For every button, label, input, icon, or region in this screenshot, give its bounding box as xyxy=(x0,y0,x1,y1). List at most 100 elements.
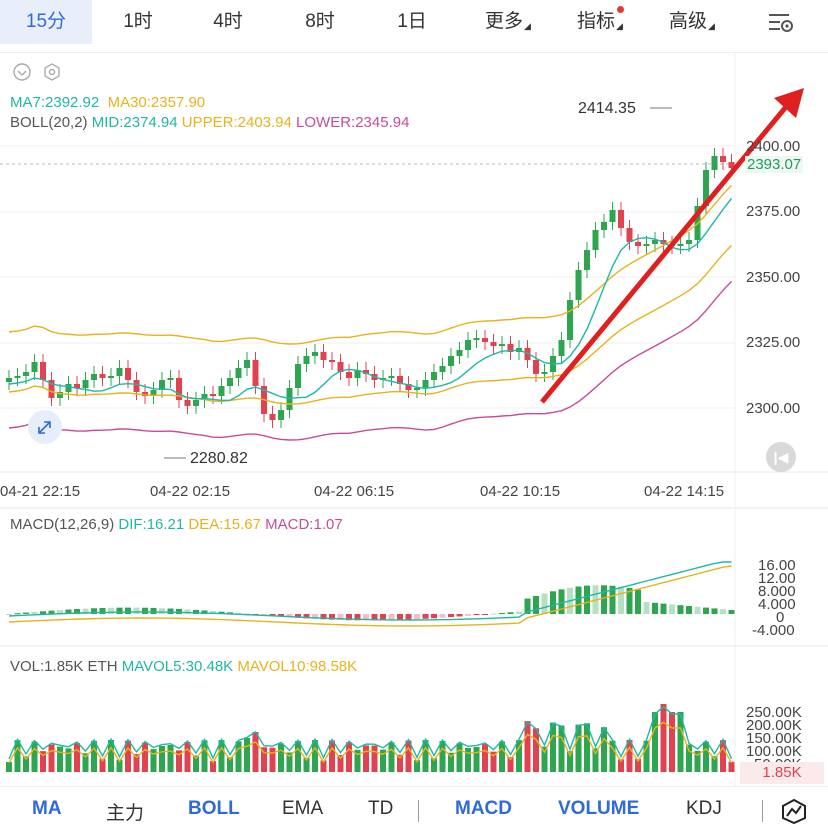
candle-body xyxy=(584,250,590,270)
volume-bar xyxy=(703,741,709,772)
volume-bar xyxy=(541,746,548,772)
macd-bar xyxy=(269,614,276,616)
annotation-arrow-head xyxy=(774,88,804,118)
tab-divider xyxy=(762,800,763,822)
volume-bar xyxy=(550,722,556,772)
volume-bar xyxy=(133,754,140,772)
tab-advanced[interactable]: 高级◢ xyxy=(669,11,715,32)
indicator-tab-boll[interactable]: BOLL xyxy=(188,798,240,819)
macd-bar xyxy=(91,608,97,614)
volume-bar xyxy=(677,712,684,772)
candle-body xyxy=(125,368,131,380)
indicator-tab-td[interactable]: TD xyxy=(368,798,394,819)
chart-settings-icon[interactable] xyxy=(766,10,796,34)
macd-bar xyxy=(150,607,157,614)
volume-bar xyxy=(125,740,131,772)
tab-1h[interactable]: 1时 xyxy=(123,11,153,32)
boll-mid-value: MID:2374.94 xyxy=(91,114,178,131)
candle-body xyxy=(711,156,718,170)
volume-bar xyxy=(218,740,225,772)
volume-bar xyxy=(320,760,327,772)
volume-bar xyxy=(473,747,480,772)
current-price-tag: 2393.07 xyxy=(745,156,804,173)
volume-bar xyxy=(405,740,412,772)
volume-bar xyxy=(57,746,63,772)
indicator-tab-ema[interactable]: EMA xyxy=(282,798,324,819)
candle-body xyxy=(533,360,539,374)
volume-bar xyxy=(31,741,38,772)
macd-axis-label: 12.00 xyxy=(758,570,796,587)
candle-body xyxy=(116,368,123,376)
indicator-tab-volume[interactable]: VOLUME xyxy=(558,798,640,819)
time-axis-label: 04-22 02:15 xyxy=(150,483,231,500)
candle-body xyxy=(465,340,471,350)
volume-bar xyxy=(524,721,531,772)
volume-bar xyxy=(456,743,463,772)
candle-body xyxy=(14,376,21,378)
tab-indicators[interactable]: 指标◢ xyxy=(577,11,623,32)
macd-bar xyxy=(142,607,148,614)
volume-bar xyxy=(626,740,633,772)
candle-body xyxy=(167,378,174,380)
macd-bar xyxy=(499,612,505,614)
macd-bar xyxy=(380,614,386,621)
volume-legend: VOL:1.85K ETH MAVOL5:30.48K MAVOL10:98.5… xyxy=(10,658,357,675)
candle-body xyxy=(218,386,225,396)
collapse-check-icon[interactable] xyxy=(12,62,32,82)
macd-bar xyxy=(397,614,403,620)
candle-body xyxy=(278,410,284,420)
tab-15m[interactable]: 15分 xyxy=(0,0,92,44)
candle-body xyxy=(329,360,335,362)
indicator-tab-kdj[interactable]: KDJ xyxy=(686,798,722,819)
macd-bar xyxy=(507,612,514,614)
candle-body xyxy=(227,378,233,386)
volume-bar xyxy=(82,753,89,772)
indicator-tab-main-force[interactable]: 主力 xyxy=(106,803,145,824)
mavol10-value: MAVOL10:98.58K xyxy=(237,658,358,675)
candle-body xyxy=(269,414,276,420)
tab-8h[interactable]: 8时 xyxy=(305,11,335,32)
indicator-tab-macd[interactable]: MACD xyxy=(455,798,512,819)
fullscreen-button[interactable] xyxy=(28,410,62,444)
macd-bar xyxy=(422,614,429,619)
scroll-to-latest-button[interactable]: |◀ xyxy=(766,442,796,472)
volume-bar xyxy=(91,740,97,772)
time-axis-label: 04-22 10:15 xyxy=(480,483,561,500)
macd-bar xyxy=(609,585,616,614)
macd-legend: MACD(12,26,9) DIF:16.21 DEA:15.67 MACD:1… xyxy=(10,516,343,533)
macd-bar xyxy=(490,613,497,615)
candle-body xyxy=(397,376,403,384)
mavol5-line xyxy=(8,705,733,760)
volume-bar xyxy=(720,740,726,772)
macd-bar xyxy=(14,613,21,615)
boll-legend: BOLL(20,2) MID:2374.94 UPPER:2403.94 LOW… xyxy=(10,114,409,131)
candle-body xyxy=(99,374,106,378)
indicator-settings-icon[interactable] xyxy=(42,62,62,82)
macd-bar xyxy=(23,612,29,614)
macd-bar xyxy=(677,605,684,614)
tab-1d[interactable]: 1日 xyxy=(397,11,427,32)
candle-body xyxy=(499,344,505,346)
volume-bar xyxy=(422,740,429,772)
volume-axis-label: 250.00K xyxy=(746,704,802,721)
macd-bar xyxy=(626,587,633,614)
macd-bar xyxy=(303,614,310,619)
scroll-to-latest-icon: |◀ xyxy=(773,449,789,465)
candle-body xyxy=(456,350,463,356)
macd-bar xyxy=(167,608,174,614)
tab-more[interactable]: 更多◢ xyxy=(485,11,531,32)
candle-body xyxy=(65,384,72,392)
chart-style-icon[interactable] xyxy=(780,798,808,824)
ma30-value: MA30:2357.90 xyxy=(107,94,206,111)
candle-body xyxy=(414,388,420,390)
macd-bar xyxy=(227,612,233,614)
indicator-tab-ma[interactable]: MA xyxy=(32,798,62,819)
macd-bar xyxy=(456,614,463,617)
candle-body xyxy=(108,376,114,378)
candle-body xyxy=(286,388,293,410)
mavol10-line xyxy=(8,721,733,764)
notification-dot xyxy=(617,6,624,13)
macd-bar xyxy=(65,609,72,614)
tab-4h[interactable]: 4时 xyxy=(213,11,243,32)
